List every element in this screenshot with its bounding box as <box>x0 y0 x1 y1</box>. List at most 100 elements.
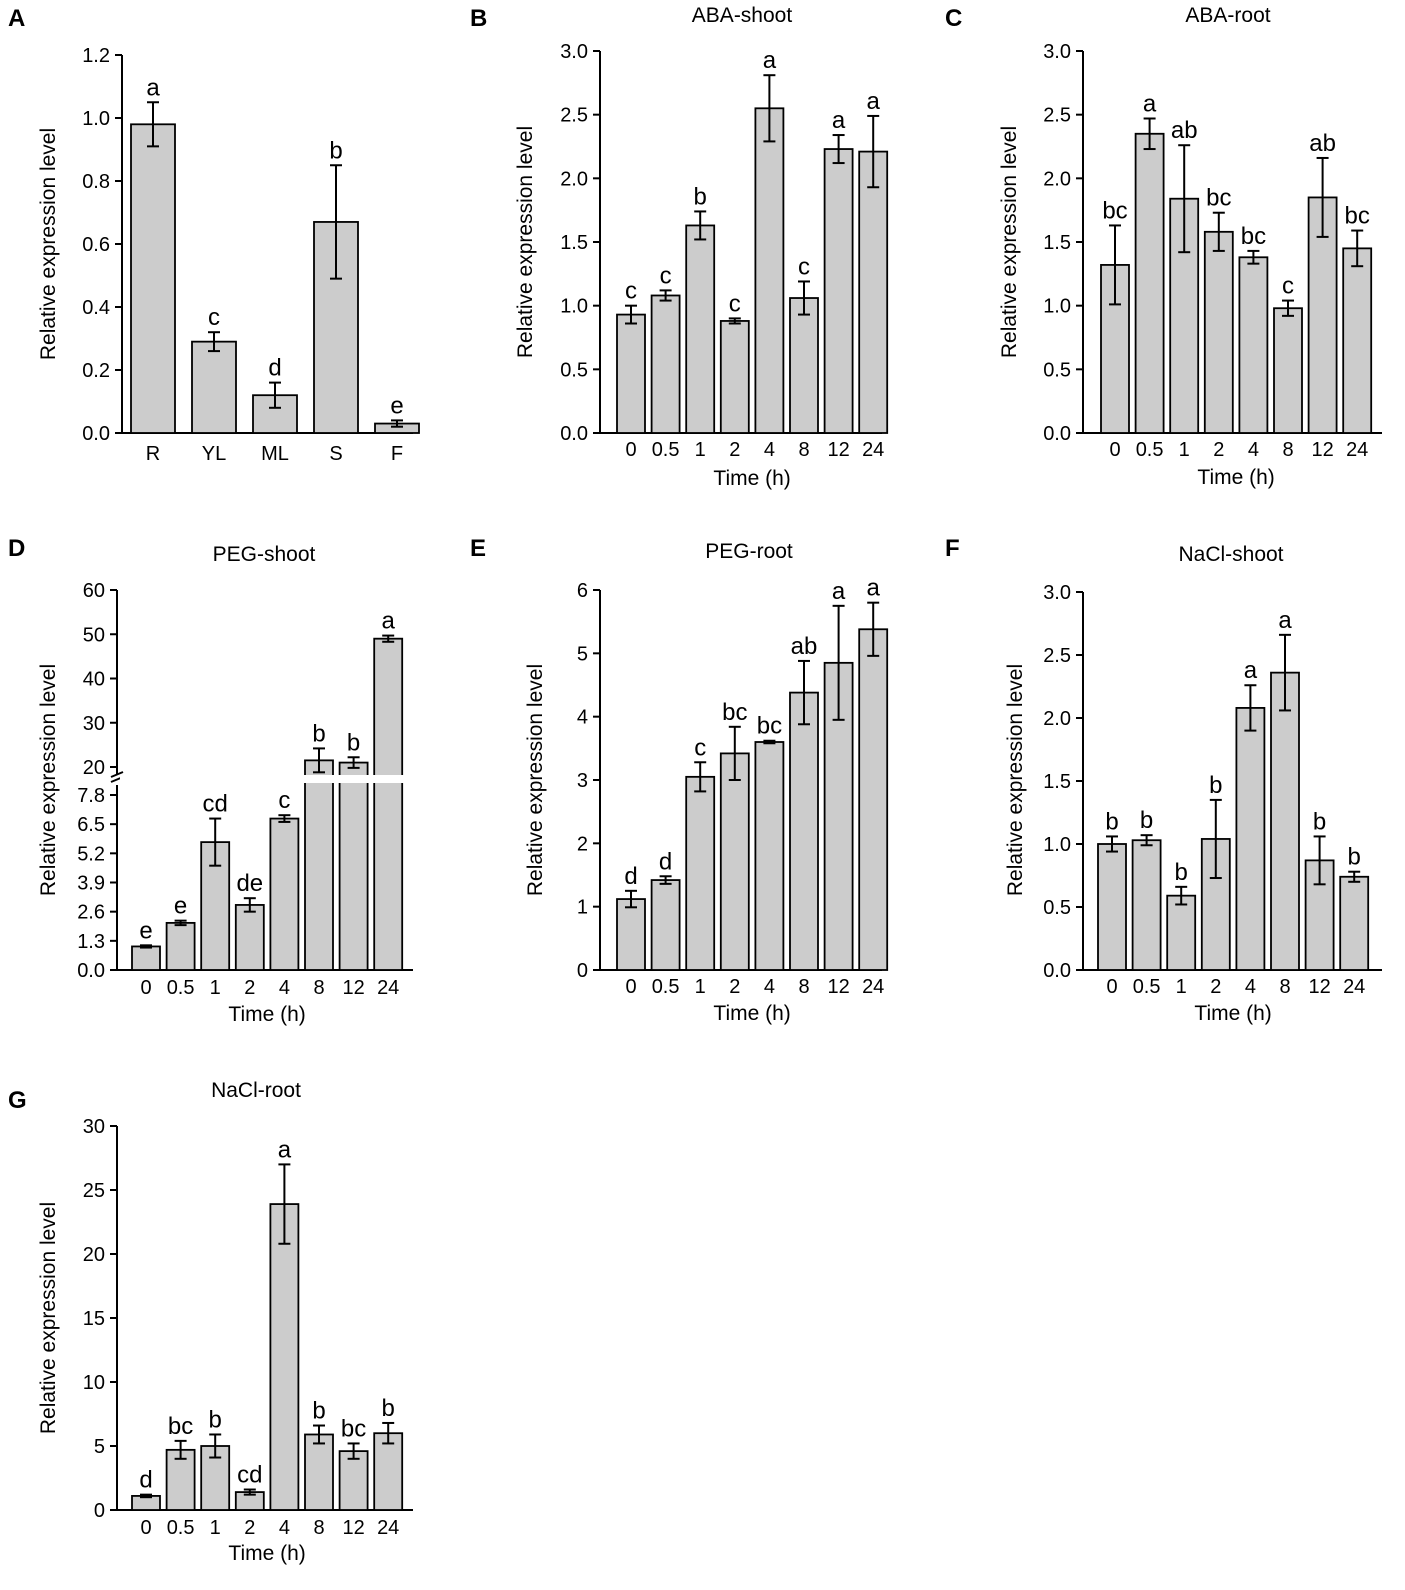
chart-title: ABA-shoot <box>692 4 793 27</box>
significance-letter: e <box>139 917 152 944</box>
y-tick-label: 0.0 <box>82 423 110 445</box>
x-tick-label: 0 <box>140 1517 151 1539</box>
y-tick-label: 1.0 <box>1043 834 1071 856</box>
y-tick-label: 6.5 <box>77 814 105 836</box>
y-tick-label: 0 <box>94 1500 105 1522</box>
y-tick-label: 0 <box>577 960 588 982</box>
x-tick-label: S <box>329 443 342 465</box>
x-axis-label: Time (h) <box>713 467 790 490</box>
chart-panel-f: F NaCl-shoot 0.0 0.5 1.0 1.5 2.0 2.5 3.0 Relative… <box>945 535 1382 1025</box>
y-tick-label: 1 <box>577 897 588 919</box>
significance-letter: c <box>660 262 672 289</box>
x-tick-label: 12 <box>1308 976 1330 998</box>
panel-label: G <box>8 1087 27 1114</box>
significance-letter: b <box>1348 844 1361 871</box>
x-tick-label: 0.5 <box>1133 976 1161 998</box>
x-tick-label: 4 <box>279 977 290 999</box>
x-axis-label: Time (h) <box>228 1542 305 1565</box>
y-tick-label: 30 <box>83 713 105 735</box>
significance-letter: b <box>329 137 342 164</box>
y-axis-label: Relative expression level <box>37 128 60 360</box>
x-tick-label: 24 <box>1343 976 1365 998</box>
chart-title: NaCl-shoot <box>1178 543 1283 566</box>
significance-letter: b <box>209 1406 222 1433</box>
y-tick-label: 0.0 <box>560 423 588 445</box>
chart-title: ABA-root <box>1185 4 1270 27</box>
y-tick-label: 2.5 <box>1043 645 1071 667</box>
x-tick-label: 24 <box>377 977 399 999</box>
x-tick-label: 8 <box>1279 976 1290 998</box>
bar-0 <box>131 945 161 971</box>
significance-letter: b <box>1140 807 1153 834</box>
y-tick-label: 2.0 <box>1043 708 1071 730</box>
x-tick-label: 24 <box>862 439 884 461</box>
significance-letter: a <box>832 578 846 605</box>
x-tick-label: YL <box>202 443 226 465</box>
bar-8 <box>304 759 334 971</box>
x-tick-label: 0.5 <box>1136 439 1164 461</box>
x-tick-label: 1 <box>210 977 221 999</box>
chart-title: PEG-shoot <box>213 543 316 566</box>
x-tick-label: 0.5 <box>652 976 680 998</box>
significance-letter: b <box>1105 808 1118 835</box>
significance-letter: a <box>867 575 881 602</box>
y-tick-label: 4 <box>577 707 588 729</box>
significance-letter: c <box>278 787 290 814</box>
x-axis-label: Time (h) <box>1197 466 1274 489</box>
significance-letter: c <box>208 304 220 331</box>
bar-8 <box>304 1433 334 1511</box>
y-tick-label: 2.0 <box>560 168 588 190</box>
significance-letter: d <box>268 355 281 382</box>
x-tick-label: 2 <box>1213 439 1224 461</box>
panel-label: E <box>470 535 486 562</box>
significance-letter: de <box>236 870 263 897</box>
x-tick-label: 8 <box>313 1517 324 1539</box>
significance-letter: b <box>1175 859 1188 886</box>
significance-letter: a <box>1244 657 1258 684</box>
y-tick-label: 7.8 <box>77 785 105 807</box>
y-axis-label: Relative expression level <box>514 126 537 358</box>
x-tick-label: 1 <box>695 439 706 461</box>
significance-letter: a <box>146 74 160 101</box>
y-tick-label: 20 <box>83 757 105 779</box>
panel-label: F <box>945 535 960 562</box>
significance-letter: bc <box>168 1413 193 1440</box>
x-tick-label: 2 <box>729 976 740 998</box>
y-tick-label: 50 <box>83 624 105 646</box>
significance-letter: d <box>139 1467 152 1494</box>
y-tick-label: 1.5 <box>560 232 588 254</box>
x-tick-label: R <box>146 443 160 465</box>
x-tick-label: 12 <box>342 1517 364 1539</box>
bar-24 <box>373 637 404 971</box>
x-tick-label: F <box>391 443 403 465</box>
y-tick-label: 0.0 <box>1043 960 1071 982</box>
bar-2 <box>719 752 750 971</box>
y-tick-label: 15 <box>83 1308 105 1330</box>
significance-letter: a <box>832 107 846 134</box>
panel-label: D <box>8 535 25 562</box>
bar-12 <box>823 148 854 434</box>
bar-2 <box>719 320 750 434</box>
x-axis-label: Time (h) <box>228 1003 305 1026</box>
bar-0.5 <box>165 1448 196 1511</box>
bar-0.5 <box>650 879 681 971</box>
chart-title: PEG-root <box>705 540 793 563</box>
significance-letter: bc <box>1102 197 1127 224</box>
x-tick-label: ML <box>261 443 289 465</box>
significance-letter: a <box>1143 90 1157 117</box>
x-tick-label: 0.5 <box>167 977 195 999</box>
bar-2 <box>234 904 265 971</box>
y-tick-label: 20 <box>83 1244 105 1266</box>
y-tick-label: 5 <box>577 643 588 665</box>
bar-4 <box>1238 256 1269 434</box>
significance-letter: b <box>347 729 360 756</box>
chart-title: NaCl-root <box>211 1079 301 1102</box>
significance-letter: b <box>382 1395 395 1422</box>
significance-letter: e <box>390 392 403 419</box>
bar-24 <box>1342 247 1373 434</box>
x-tick-label: 1 <box>210 1517 221 1539</box>
bar-4 <box>754 107 785 434</box>
y-tick-label: 3.9 <box>77 873 105 895</box>
